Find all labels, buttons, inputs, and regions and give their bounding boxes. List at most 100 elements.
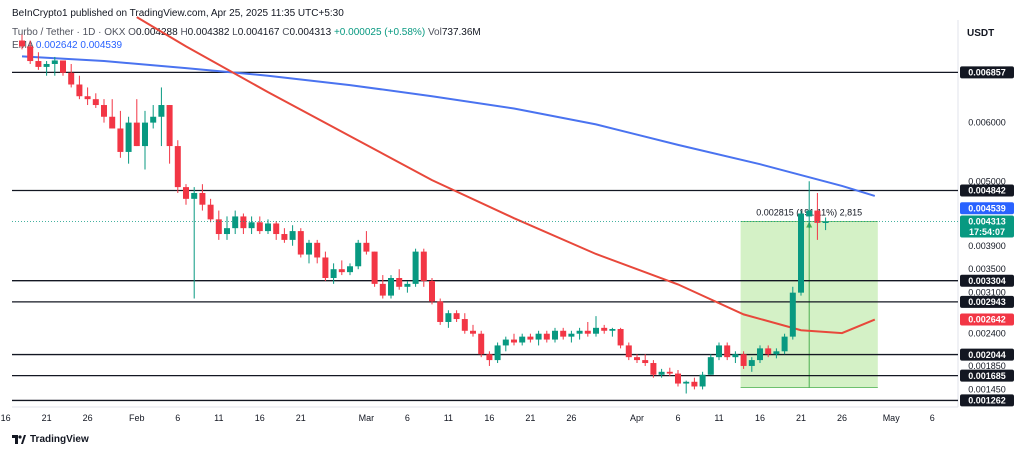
candle-body[interactable] (379, 283, 386, 296)
candle-body[interactable] (757, 348, 763, 361)
candle-body[interactable] (584, 330, 591, 334)
candle-body[interactable] (68, 72, 75, 85)
candle-body[interactable] (420, 251, 427, 281)
price-range-zone[interactable] (740, 221, 878, 388)
candle-body[interactable] (183, 187, 189, 199)
candle-body[interactable] (191, 192, 198, 199)
candle-body[interactable] (166, 105, 173, 147)
candle-body[interactable] (322, 257, 329, 278)
candle-body[interactable] (404, 283, 411, 287)
candle-body[interactable] (470, 330, 476, 334)
candle-body[interactable] (691, 381, 698, 387)
candle-body[interactable] (297, 231, 304, 255)
candle-body[interactable] (535, 333, 542, 340)
candle-body[interactable] (576, 330, 583, 334)
candle-body[interactable] (781, 336, 788, 352)
candle-body[interactable] (724, 345, 731, 358)
candle-body[interactable] (314, 242, 321, 258)
candle-body[interactable] (675, 373, 681, 384)
candle-body[interactable] (650, 363, 657, 375)
candle-body[interactable] (355, 242, 362, 267)
candle-body[interactable] (371, 251, 378, 284)
candle-body[interactable] (822, 221, 829, 223)
ema-legend[interactable]: EMA 0.002642 0.004539 (12, 40, 122, 51)
candle-body[interactable] (133, 122, 140, 147)
candle-body[interactable] (396, 278, 403, 287)
candle-body[interactable] (215, 219, 222, 235)
candle-body[interactable] (84, 96, 91, 100)
candle-body[interactable] (617, 329, 624, 346)
candle-body[interactable] (265, 223, 271, 232)
candle-body[interactable] (437, 301, 444, 322)
candle-body[interactable] (92, 99, 99, 106)
candle-body[interactable] (445, 313, 452, 322)
candle-body[interactable] (740, 354, 747, 366)
candle-body[interactable] (199, 192, 206, 205)
candle-body[interactable] (732, 354, 739, 358)
candle-body[interactable] (625, 345, 632, 358)
candle-body[interactable] (511, 339, 517, 343)
candle-body[interactable] (429, 280, 435, 302)
candle-body[interactable] (666, 371, 673, 374)
candle-body[interactable] (773, 351, 780, 355)
candle-body[interactable] (125, 122, 132, 152)
candle-body[interactable] (519, 336, 526, 343)
candle-body[interactable] (634, 357, 640, 361)
candle-body[interactable] (543, 333, 550, 340)
candle-body[interactable] (593, 327, 599, 334)
candle-body[interactable] (806, 210, 813, 217)
candle-body[interactable] (150, 116, 157, 123)
candle-body[interactable] (338, 269, 345, 273)
ema-long-line[interactable] (21, 55, 876, 197)
candle-body[interactable] (289, 231, 296, 240)
candle-body[interactable] (568, 333, 575, 337)
candle-body[interactable] (707, 357, 714, 375)
candle-body[interactable] (347, 266, 353, 273)
candle-body[interactable] (560, 330, 567, 337)
candle-body[interactable] (527, 336, 534, 340)
candle-body[interactable] (142, 122, 148, 147)
candle-body[interactable] (224, 228, 230, 235)
candle-body[interactable] (158, 105, 165, 117)
candle-body[interactable] (51, 60, 58, 64)
candle-body[interactable] (101, 105, 107, 117)
candle-body[interactable] (281, 234, 288, 240)
candle-body[interactable] (248, 222, 255, 229)
candle-body[interactable] (658, 371, 665, 375)
candle-body[interactable] (461, 319, 468, 331)
candle-body[interactable] (306, 242, 312, 255)
candle-body[interactable] (502, 339, 509, 346)
candle-body[interactable] (240, 216, 247, 229)
candle-body[interactable] (601, 327, 608, 331)
candle-body[interactable] (453, 313, 460, 320)
candle-body[interactable] (363, 242, 370, 252)
candle-body[interactable] (716, 345, 722, 358)
candle-body[interactable] (232, 216, 239, 229)
candle-body[interactable] (43, 63, 50, 67)
candle-body[interactable] (256, 222, 263, 232)
candle-body[interactable] (748, 360, 755, 366)
candle-body[interactable] (494, 345, 501, 361)
candle-body[interactable] (330, 269, 337, 278)
candle-body[interactable] (609, 329, 616, 331)
candle-body[interactable] (388, 278, 394, 296)
candle-body[interactable] (35, 61, 42, 67)
candle-body[interactable] (117, 128, 124, 152)
candle-body[interactable] (814, 210, 821, 223)
candle-body[interactable] (478, 333, 485, 355)
candle-body[interactable] (699, 374, 706, 387)
candle-body[interactable] (642, 360, 649, 364)
candle-body[interactable] (207, 204, 214, 220)
candle-body[interactable] (798, 213, 804, 293)
symbol-name[interactable]: Turbo / Tether · 1D · OKX (12, 27, 126, 38)
candle-body[interactable] (76, 84, 83, 97)
candle-body[interactable] (552, 330, 558, 340)
candle-body[interactable] (789, 292, 796, 337)
candle-body[interactable] (273, 223, 280, 235)
candle-body[interactable] (174, 146, 181, 188)
candle-body[interactable] (765, 348, 772, 355)
ema-short-line[interactable] (136, 16, 876, 335)
candle-body[interactable] (60, 60, 66, 73)
candle-body[interactable] (109, 116, 116, 129)
